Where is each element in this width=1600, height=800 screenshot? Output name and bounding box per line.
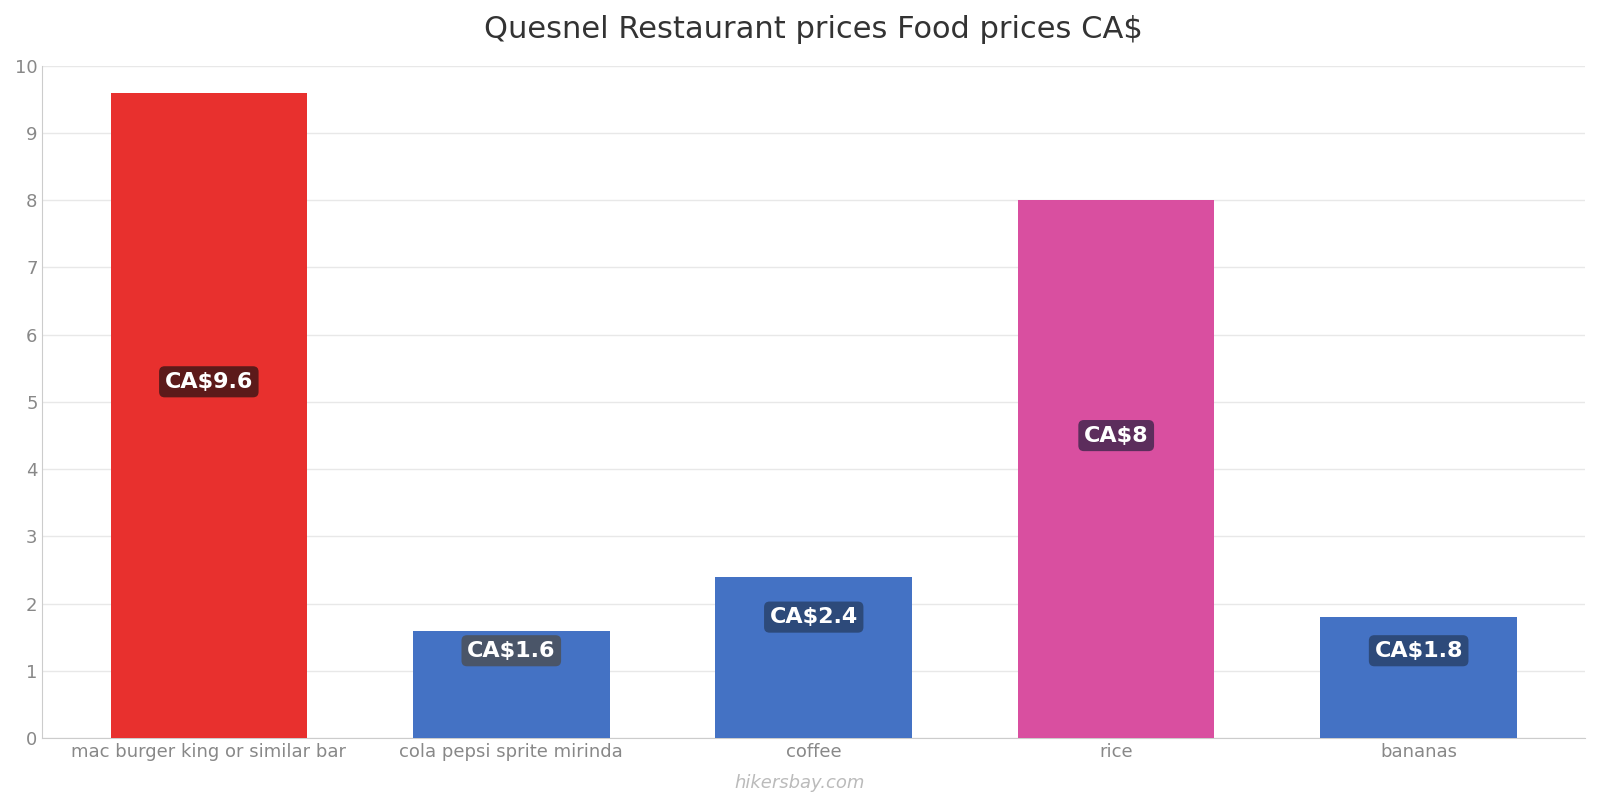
Bar	[110, 93, 307, 738]
Title: Quesnel Restaurant prices Food prices CA$: Quesnel Restaurant prices Food prices CA…	[485, 15, 1142, 44]
Text: CA$2.4: CA$2.4	[770, 607, 858, 627]
Text: CA$8: CA$8	[1083, 426, 1149, 446]
Text: CA$1.8: CA$1.8	[1374, 641, 1462, 661]
Text: CA$1.6: CA$1.6	[467, 641, 555, 661]
Bar	[1018, 200, 1214, 738]
Text: CA$9.6: CA$9.6	[165, 372, 253, 392]
Bar	[413, 630, 610, 738]
Bar	[715, 577, 912, 738]
Bar	[1320, 617, 1517, 738]
Text: hikersbay.com: hikersbay.com	[734, 774, 866, 792]
